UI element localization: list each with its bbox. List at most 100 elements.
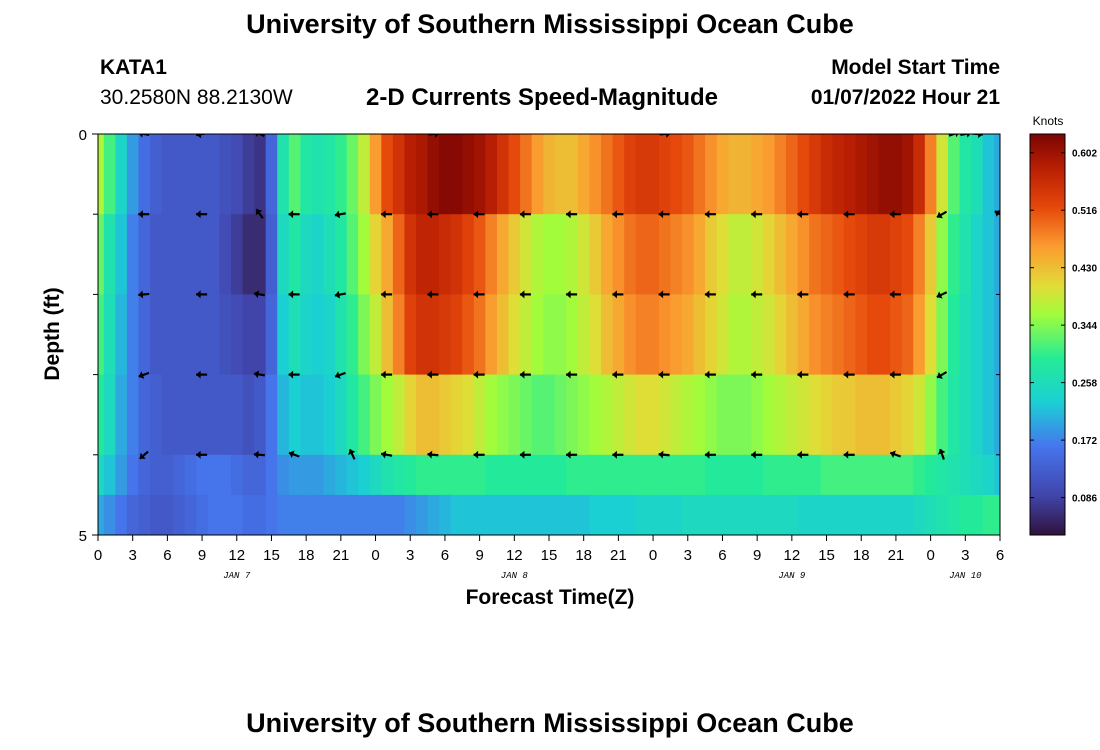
heatmap-cell (369, 134, 382, 215)
heatmap-cell (601, 134, 614, 215)
heatmap-cell (786, 294, 799, 376)
heatmap-cell (496, 454, 510, 496)
heatmap-cell (797, 214, 810, 295)
heatmap-cell (635, 374, 648, 456)
heatmap-cell (288, 294, 301, 376)
heatmap-cell (173, 134, 186, 215)
heatmap-cell (994, 214, 1000, 295)
heatmap-cell (450, 294, 463, 376)
heatmap-cell (658, 454, 672, 496)
heatmap-cell (635, 214, 648, 295)
heatmap-cell (254, 134, 267, 215)
current-arrow (704, 370, 716, 379)
current-arrow (288, 210, 300, 219)
heatmap-cell (254, 214, 267, 295)
heatmap-cell (161, 294, 174, 376)
heatmap-cell (762, 214, 776, 295)
current-arrow (334, 371, 346, 379)
heatmap-cell (681, 374, 695, 456)
heatmap-cell (323, 454, 336, 496)
heatmap-cell (947, 494, 961, 535)
heatmap-cell (832, 134, 845, 215)
heatmap-cell (554, 494, 567, 535)
heatmap-cell (311, 134, 325, 215)
heatmap-cell (392, 454, 406, 496)
current-arrow (288, 290, 300, 299)
current-arrow (253, 134, 265, 138)
heatmap-cell (219, 294, 232, 376)
heatmap-cell (751, 294, 764, 376)
heatmap-cell (161, 374, 174, 456)
heatmap-cell (716, 494, 729, 535)
current-arrow (196, 210, 208, 219)
heatmap-cell (543, 294, 556, 376)
heatmap-cell (265, 294, 278, 376)
heatmap-cell (809, 494, 822, 535)
heatmap-cell (797, 454, 810, 496)
heatmap-cell (439, 454, 452, 496)
heatmap-cell (959, 374, 972, 456)
heatmap-cell (982, 134, 995, 215)
heatmap-cell (739, 134, 752, 215)
heatmap-cell (959, 134, 972, 215)
heatmap-cell (867, 214, 880, 295)
current-arrow (889, 450, 901, 459)
heatmap-cell (635, 494, 648, 535)
heatmap-cell (450, 374, 463, 456)
current-arrow (334, 210, 346, 219)
x-tick-label: 0 (371, 547, 379, 564)
heatmap-cell (265, 134, 278, 215)
heatmap-cell (300, 374, 313, 456)
x-tick-label: 12 (506, 547, 523, 564)
heatmap-cell (878, 294, 891, 376)
heatmap-cell (843, 294, 857, 376)
current-arrow (704, 450, 716, 459)
heatmap-cell (439, 294, 452, 376)
heatmap-cell (762, 494, 776, 535)
colorbar-tick-label: 0.172 (1072, 436, 1097, 447)
heatmap-cell (751, 454, 764, 496)
heatmap-cell (288, 214, 301, 295)
heatmap-cell (115, 134, 128, 215)
x-tick-label: 18 (853, 547, 870, 564)
heatmap-cell (277, 374, 290, 456)
heatmap-cell (624, 134, 637, 215)
heatmap-cell (323, 374, 336, 456)
heatmap-cell (878, 454, 891, 496)
heatmap-cell (901, 454, 914, 496)
heatmap-cell (369, 454, 382, 496)
heatmap-cell (184, 494, 197, 535)
heatmap-cell (473, 374, 486, 456)
x-tick-label: 3 (129, 547, 137, 564)
heatmap-cell (346, 294, 359, 376)
heatmap-cell (288, 134, 301, 215)
heatmap-cell (635, 454, 648, 496)
heatmap-cell (612, 374, 625, 456)
x-tick-label: 12 (784, 547, 801, 564)
heatmap-cell (103, 454, 116, 496)
heatmap-cell (98, 134, 105, 215)
heatmap-cell (520, 134, 533, 215)
heatmap-cell (335, 494, 348, 535)
heatmap-cell (774, 294, 787, 376)
heatmap-cell (346, 454, 359, 496)
current-arrow (473, 370, 485, 379)
current-arrow (797, 450, 809, 459)
current-arrow (473, 290, 485, 299)
current-arrow (566, 370, 578, 379)
current-arrow (138, 450, 149, 460)
heatmap-cell (531, 134, 544, 215)
heatmap-cell (462, 134, 475, 215)
heatmap-cell (832, 374, 845, 456)
heatmap-cell (716, 454, 729, 496)
heatmap-cell (855, 454, 868, 496)
x-tick-label: 3 (961, 547, 969, 564)
heatmap-cell (230, 214, 244, 295)
heatmap-cell (485, 454, 498, 496)
heatmap-cell (924, 294, 937, 376)
current-arrow (937, 448, 946, 460)
heatmap-cell (878, 134, 891, 215)
heatmap-cell (161, 134, 174, 215)
colorbar (1029, 133, 1066, 536)
heatmap-cell (820, 454, 833, 496)
